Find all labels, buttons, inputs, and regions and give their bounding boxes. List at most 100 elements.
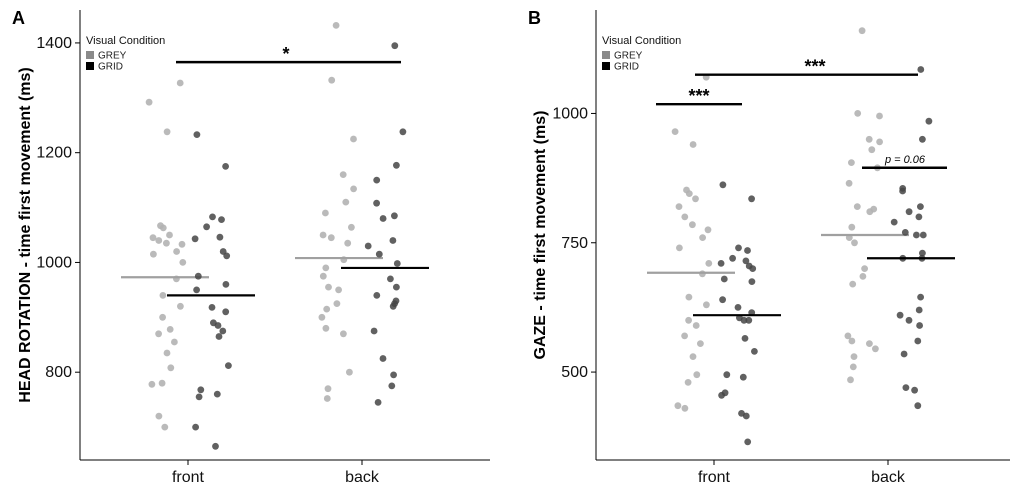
data-point	[319, 272, 327, 280]
legend-swatch	[602, 51, 610, 59]
data-point	[203, 223, 211, 231]
legend-label: GREY	[614, 51, 643, 62]
x-tick-label: back	[871, 469, 906, 486]
data-point	[853, 203, 861, 211]
data-point	[195, 393, 203, 401]
significance-label: p = 0.06	[884, 154, 926, 166]
data-point	[719, 181, 727, 189]
data-point	[917, 293, 924, 301]
data-point	[734, 304, 742, 311]
data-point	[388, 382, 396, 390]
x-tick-label: front	[172, 469, 205, 486]
data-point	[389, 302, 397, 310]
data-point	[215, 333, 223, 340]
data-point	[222, 281, 230, 288]
data-point	[699, 234, 706, 242]
data-point	[866, 340, 873, 347]
data-point	[685, 190, 693, 198]
data-point	[212, 442, 219, 450]
data-point	[845, 179, 853, 187]
data-point	[148, 380, 156, 388]
data-point	[742, 257, 750, 265]
data-point	[851, 239, 858, 247]
data-point	[166, 231, 173, 239]
data-point	[213, 390, 221, 398]
data-point	[848, 223, 856, 231]
data-point	[166, 326, 174, 333]
data-point	[905, 208, 913, 216]
data-point	[214, 322, 222, 329]
data-point	[741, 335, 749, 342]
data-point	[322, 209, 329, 217]
data-point	[222, 308, 230, 316]
legend-label: GRID	[98, 62, 123, 73]
legend-label: GREY	[98, 51, 127, 62]
data-point	[171, 338, 178, 346]
data-point	[876, 138, 883, 146]
data-point	[391, 212, 398, 220]
data-point	[742, 412, 750, 420]
x-tick-label: back	[345, 469, 380, 486]
data-point	[350, 135, 357, 143]
data-point	[161, 423, 169, 431]
data-point	[915, 213, 923, 221]
y-tick-label: 800	[45, 364, 72, 381]
data-point	[333, 300, 341, 307]
legend-swatch	[86, 62, 94, 70]
data-point	[197, 386, 205, 394]
data-point	[740, 316, 748, 324]
data-point	[393, 161, 400, 169]
data-point	[145, 98, 153, 106]
data-point	[676, 244, 683, 252]
data-point	[208, 304, 216, 311]
data-point	[387, 275, 394, 283]
data-point	[900, 350, 908, 358]
data-point	[685, 293, 693, 301]
data-point	[685, 316, 692, 324]
data-point	[393, 283, 400, 291]
data-point	[745, 316, 753, 324]
data-point	[735, 244, 742, 252]
data-point	[675, 203, 683, 211]
panel-letter: A	[12, 8, 25, 28]
data-point	[902, 384, 910, 391]
data-point	[890, 218, 898, 226]
data-point	[729, 254, 736, 262]
y-tick-label: 1000	[552, 105, 588, 122]
data-point	[872, 345, 879, 353]
x-tick-label: front	[698, 469, 731, 486]
data-point	[149, 234, 157, 242]
data-point	[364, 242, 372, 250]
data-point	[692, 322, 700, 329]
data-point	[693, 371, 701, 379]
data-point	[390, 371, 397, 379]
data-point	[866, 208, 874, 216]
data-point	[671, 128, 679, 136]
data-point	[744, 438, 752, 446]
data-point	[689, 221, 696, 229]
legend-swatch	[602, 62, 610, 70]
data-point	[379, 355, 387, 362]
data-point	[751, 348, 758, 355]
data-point	[155, 412, 163, 420]
significance-label: ***	[688, 86, 709, 106]
data-point	[193, 286, 201, 294]
data-point	[916, 322, 923, 329]
data-point	[340, 330, 347, 338]
data-point	[876, 112, 883, 120]
data-point	[163, 239, 170, 247]
data-point	[748, 278, 756, 285]
data-point	[919, 135, 926, 143]
y-tick-label: 750	[561, 235, 588, 252]
data-point	[323, 305, 331, 313]
panel-a: A HEAD ROTATION - time first movement (ms…	[12, 8, 490, 486]
data-point	[692, 195, 699, 203]
data-point	[167, 364, 175, 372]
data-point	[720, 275, 728, 283]
data-point	[391, 42, 399, 50]
data-point	[225, 362, 232, 369]
panel-b: B GAZE - time first movement (ms) 500 750 10…	[528, 8, 1010, 486]
data-point	[374, 399, 382, 406]
data-point	[159, 224, 167, 232]
